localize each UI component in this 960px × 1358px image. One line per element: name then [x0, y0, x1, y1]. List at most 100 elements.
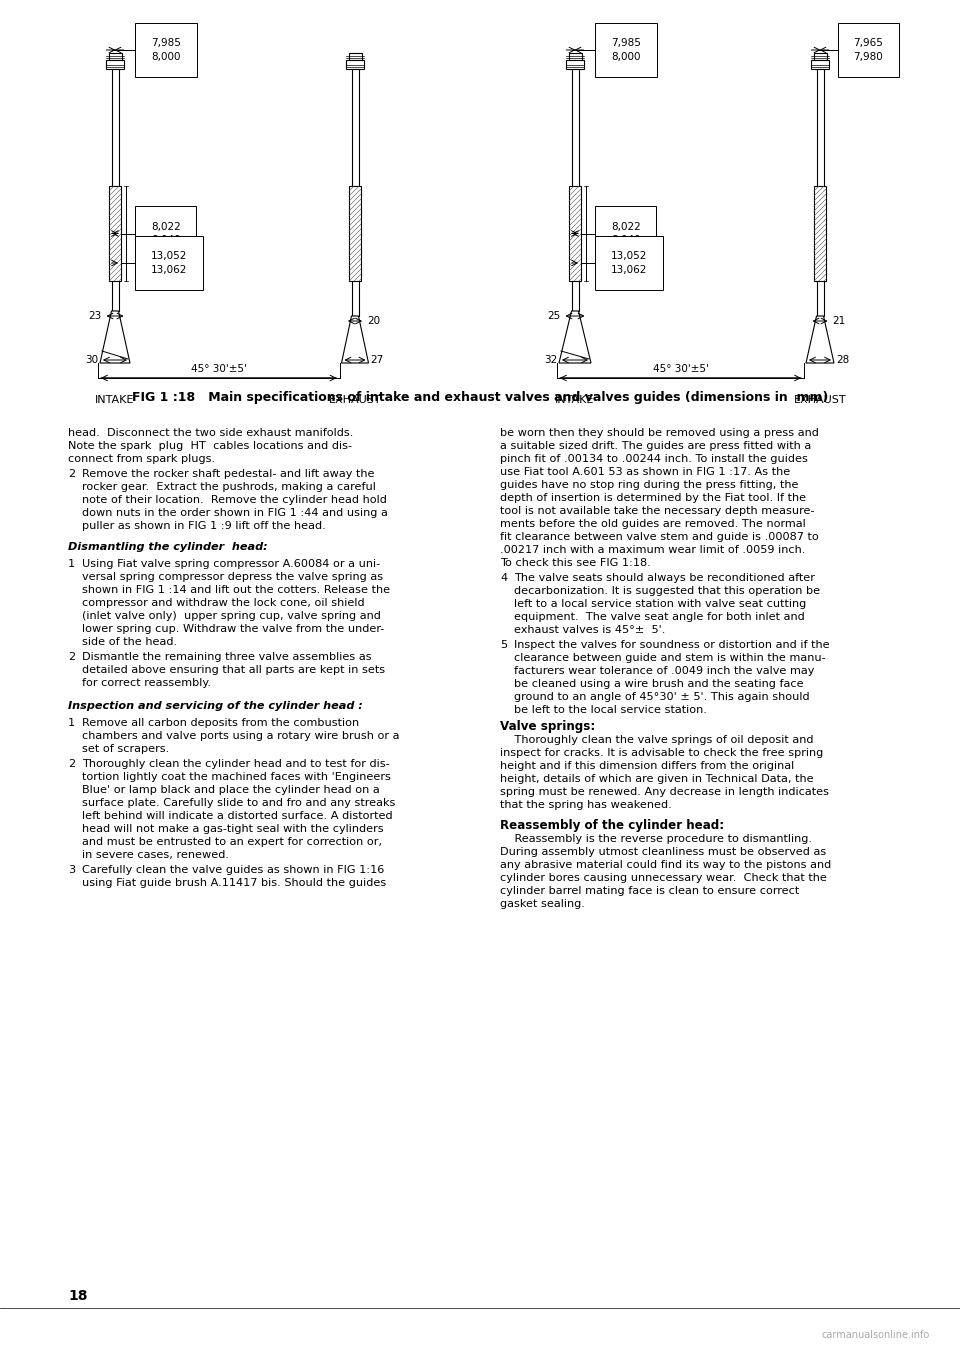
Text: compressor and withdraw the lock cone, oil shield: compressor and withdraw the lock cone, o…: [82, 598, 365, 608]
Text: 27: 27: [371, 354, 384, 365]
Text: cylinder bores causing unnecessary wear.  Check that the: cylinder bores causing unnecessary wear.…: [500, 873, 827, 883]
Polygon shape: [100, 311, 130, 363]
Bar: [569, 186, 581, 281]
Text: 45° 30'±5': 45° 30'±5': [191, 364, 247, 373]
Text: head.  Disconnect the two side exhaust manifolds.: head. Disconnect the two side exhaust ma…: [68, 428, 353, 439]
Text: any abrasive material could find its way to the pistons and: any abrasive material could find its way…: [500, 860, 831, 870]
Text: 2: 2: [68, 469, 75, 479]
Bar: [568, 53, 582, 60]
Text: detailed above ensuring that all parts are kept in sets: detailed above ensuring that all parts a…: [82, 665, 385, 675]
Text: (inlet valve only)  upper spring cup, valve spring and: (inlet valve only) upper spring cup, val…: [82, 611, 381, 621]
Text: To check this see FIG 1:18.: To check this see FIG 1:18.: [500, 558, 651, 568]
Polygon shape: [806, 316, 834, 363]
Text: EXHAUST: EXHAUST: [794, 395, 847, 405]
Bar: [106, 60, 124, 69]
Text: Carefully clean the valve guides as shown in FIG 1:16: Carefully clean the valve guides as show…: [82, 865, 384, 875]
Text: Reassembly is the reverse procedure to dismantling.: Reassembly is the reverse procedure to d…: [500, 834, 812, 845]
Text: carmanualsonline.info: carmanualsonline.info: [822, 1329, 930, 1340]
Text: Remove the rocker shaft pedestal- and lift away the: Remove the rocker shaft pedestal- and li…: [82, 469, 374, 479]
Text: guides have no stop ring during the press fitting, the: guides have no stop ring during the pres…: [500, 479, 799, 490]
Text: pinch fit of .00134 to .00244 inch. To install the guides: pinch fit of .00134 to .00244 inch. To i…: [500, 454, 808, 464]
Text: in severe cases, renewed.: in severe cases, renewed.: [82, 850, 229, 860]
Text: versal spring compressor depress the valve spring as: versal spring compressor depress the val…: [82, 572, 383, 583]
Bar: [565, 60, 584, 69]
Text: a suitable sized drift. The guides are press fitted with a: a suitable sized drift. The guides are p…: [500, 441, 811, 451]
Bar: [111, 69, 118, 311]
Text: Reassembly of the cylinder head:: Reassembly of the cylinder head:: [500, 819, 724, 832]
Text: 13,052
13,062: 13,052 13,062: [611, 251, 647, 274]
Text: INTAKE: INTAKE: [555, 395, 594, 405]
Text: inspect for cracks. It is advisable to check the free spring: inspect for cracks. It is advisable to c…: [500, 748, 824, 758]
Text: 7,965
7,980: 7,965 7,980: [853, 38, 883, 61]
Text: Dismantle the remaining three valve assemblies as: Dismantle the remaining three valve asse…: [82, 652, 372, 661]
Text: 2: 2: [68, 652, 75, 661]
Text: head will not make a gas-tight seal with the cylinders: head will not make a gas-tight seal with…: [82, 824, 384, 834]
Text: be left to the local service station.: be left to the local service station.: [514, 705, 707, 716]
Text: 30: 30: [84, 354, 98, 365]
Text: using Fiat guide brush A.11417 bis. Should the guides: using Fiat guide brush A.11417 bis. Shou…: [82, 879, 386, 888]
Text: FIG 1 :18   Main specifications of intake and exhaust valves and valves guides (: FIG 1 :18 Main specifications of intake …: [132, 391, 828, 405]
Text: EXHAUST: EXHAUST: [328, 395, 381, 405]
Text: Blue' or lamp black and place the cylinder head on a: Blue' or lamp black and place the cylind…: [82, 785, 380, 794]
Text: 2: 2: [68, 759, 75, 769]
Text: tortion lightly coat the machined faces with 'Engineers: tortion lightly coat the machined faces …: [82, 771, 391, 782]
Bar: [817, 69, 824, 316]
Text: lower spring cup. Withdraw the valve from the under-: lower spring cup. Withdraw the valve fro…: [82, 623, 384, 634]
Text: Note the spark  plug  HT  cables locations and dis-: Note the spark plug HT cables locations …: [68, 441, 352, 451]
Text: for correct reassembly.: for correct reassembly.: [82, 678, 211, 689]
Text: The valve seats should always be reconditioned after: The valve seats should always be recondi…: [514, 573, 815, 583]
Text: ments before the old guides are removed. The normal: ments before the old guides are removed.…: [500, 519, 805, 530]
Text: 5: 5: [500, 640, 507, 650]
Polygon shape: [559, 311, 591, 363]
Text: Inspect the valves for soundness or distortion and if the: Inspect the valves for soundness or dist…: [514, 640, 829, 650]
Text: 7,985
8,000: 7,985 8,000: [611, 38, 641, 61]
Polygon shape: [342, 316, 369, 363]
Text: During assembly utmost cleanliness must be observed as: During assembly utmost cleanliness must …: [500, 847, 827, 857]
Text: clearance between guide and stem is within the manu-: clearance between guide and stem is with…: [514, 653, 826, 663]
Text: Remove all carbon deposits from the combustion: Remove all carbon deposits from the comb…: [82, 718, 359, 728]
Text: be cleaned using a wire brush and the seating face: be cleaned using a wire brush and the se…: [514, 679, 804, 689]
Text: shown in FIG 1 :14 and lift out the cotters. Release the: shown in FIG 1 :14 and lift out the cott…: [82, 585, 390, 595]
Text: left to a local service station with valve seat cutting: left to a local service station with val…: [514, 599, 806, 608]
Text: surface plate. Carefully slide to and fro and any streaks: surface plate. Carefully slide to and fr…: [82, 799, 396, 808]
Text: 18: 18: [68, 1289, 87, 1302]
Text: 8,022
8,040: 8,022 8,040: [611, 221, 640, 244]
Text: 4: 4: [500, 573, 507, 583]
Text: 25: 25: [547, 311, 561, 320]
Text: exhaust valves is 45°±  5'.: exhaust valves is 45°± 5'.: [514, 625, 665, 636]
Text: 28: 28: [836, 354, 850, 365]
Text: ground to an angle of 45°30' ± 5'. This again should: ground to an angle of 45°30' ± 5'. This …: [514, 693, 809, 702]
Bar: [351, 69, 358, 316]
Bar: [811, 60, 829, 69]
Bar: [348, 53, 362, 60]
Text: 7,985
8,000: 7,985 8,000: [151, 38, 180, 61]
Text: and must be entrusted to an expert for correction or,: and must be entrusted to an expert for c…: [82, 837, 382, 847]
Text: 45° 30'±5': 45° 30'±5': [653, 364, 708, 373]
Text: side of the head.: side of the head.: [82, 637, 178, 646]
Text: equipment.  The valve seat angle for both inlet and: equipment. The valve seat angle for both…: [514, 612, 804, 622]
Text: Dismantling the cylinder  head:: Dismantling the cylinder head:: [68, 542, 268, 551]
Text: 32: 32: [543, 354, 557, 365]
Text: use Fiat tool A.601 53 as shown in FIG 1 :17. As the: use Fiat tool A.601 53 as shown in FIG 1…: [500, 467, 790, 477]
Text: spring must be renewed. Any decrease in length indicates: spring must be renewed. Any decrease in …: [500, 788, 829, 797]
Text: 1: 1: [68, 718, 75, 728]
Text: facturers wear tolerance of .0049 inch the valve may: facturers wear tolerance of .0049 inch t…: [514, 665, 814, 676]
Text: decarbonization. It is suggested that this operation be: decarbonization. It is suggested that th…: [514, 587, 820, 596]
Bar: [813, 53, 827, 60]
Bar: [109, 186, 121, 281]
Text: 23: 23: [88, 311, 102, 320]
Text: set of scrapers.: set of scrapers.: [82, 744, 169, 754]
Text: 13,052
13,062: 13,052 13,062: [151, 251, 187, 274]
Text: 20: 20: [367, 316, 380, 326]
Text: .00217 inch with a maximum wear limit of .0059 inch.: .00217 inch with a maximum wear limit of…: [500, 545, 805, 555]
Text: Using Fiat valve spring compressor A.60084 or a uni-: Using Fiat valve spring compressor A.600…: [82, 559, 380, 569]
Text: INTAKE: INTAKE: [95, 395, 134, 405]
Text: rocker gear.  Extract the pushrods, making a careful: rocker gear. Extract the pushrods, makin…: [82, 482, 376, 492]
Text: chambers and valve ports using a rotary wire brush or a: chambers and valve ports using a rotary …: [82, 731, 399, 741]
Text: 8,022
8,040: 8,022 8,040: [151, 221, 180, 244]
Text: note of their location.  Remove the cylinder head hold: note of their location. Remove the cylin…: [82, 496, 387, 505]
Text: 21: 21: [832, 316, 846, 326]
Text: 3: 3: [68, 865, 75, 875]
Text: Thoroughly clean the valve springs of oil deposit and: Thoroughly clean the valve springs of oi…: [500, 735, 813, 746]
Text: depth of insertion is determined by the Fiat tool. If the: depth of insertion is determined by the …: [500, 493, 806, 502]
